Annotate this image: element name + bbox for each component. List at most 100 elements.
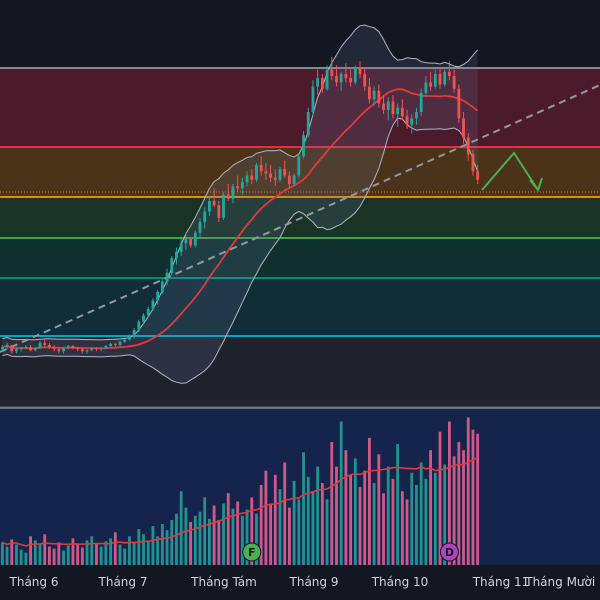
candle <box>382 95 385 115</box>
candle <box>368 78 371 104</box>
candle <box>476 164 480 184</box>
volume-bar <box>330 441 334 565</box>
candle-body <box>372 90 376 100</box>
candle-body <box>269 173 272 178</box>
candle <box>212 188 216 208</box>
candle <box>438 67 442 89</box>
volume-bar <box>443 464 447 565</box>
candle <box>71 344 75 350</box>
candle <box>99 347 103 352</box>
volume-bar <box>288 507 291 565</box>
candle-body <box>438 73 442 85</box>
fib-zone-4 <box>0 278 600 336</box>
candle-body <box>24 347 28 349</box>
candle <box>193 230 197 248</box>
volume-bar <box>184 507 188 565</box>
candle-body <box>212 200 216 206</box>
volume-bar <box>132 542 136 565</box>
volume-bar <box>250 497 254 565</box>
volume-bar <box>382 493 385 565</box>
candle-body <box>189 239 192 246</box>
candle-body <box>297 156 301 176</box>
volume-bar <box>57 542 61 565</box>
candle-body <box>66 346 70 349</box>
candle <box>57 347 61 354</box>
candle <box>316 69 320 96</box>
volume-bar <box>396 444 400 565</box>
candle <box>109 342 112 348</box>
candle <box>452 69 456 93</box>
volume-bar <box>146 540 150 565</box>
candle-body <box>76 348 80 350</box>
candle-body <box>33 348 37 351</box>
candle <box>259 156 263 176</box>
volume-bar <box>142 534 145 565</box>
event-marker-label: D <box>445 546 454 559</box>
volume-bar <box>10 539 14 565</box>
candle-body <box>19 348 23 350</box>
volume-bar <box>95 543 98 565</box>
volume-bar <box>137 529 141 565</box>
candle-body <box>245 175 249 182</box>
candle <box>245 171 249 187</box>
x-tick-label: Tháng 9 <box>289 575 339 589</box>
candle-body <box>0 347 4 350</box>
candle-body <box>95 348 98 350</box>
candle <box>90 347 94 352</box>
candle-body <box>476 171 480 180</box>
candle <box>156 289 160 305</box>
candle <box>208 196 211 216</box>
fib-retracement <box>0 67 600 409</box>
event-marker: F <box>242 542 262 562</box>
fib-zone-0 <box>0 68 600 147</box>
candle <box>5 342 9 350</box>
candle <box>292 173 296 187</box>
candle-body <box>396 107 400 115</box>
volume-bar <box>66 545 70 565</box>
candle <box>142 313 145 324</box>
candle <box>377 84 381 108</box>
volume-bar <box>80 547 84 565</box>
candle-body <box>48 344 51 348</box>
projection-path <box>481 151 539 191</box>
candle-body <box>433 73 437 87</box>
volume-bar <box>19 549 23 565</box>
candle <box>52 344 56 352</box>
candle <box>466 133 470 161</box>
candle <box>19 347 23 352</box>
volume-bar <box>198 511 202 565</box>
trendline <box>0 84 600 353</box>
candle-body <box>325 69 329 89</box>
volume-bar <box>170 519 174 565</box>
volume-bar <box>175 513 178 565</box>
candle <box>66 344 70 350</box>
candle <box>269 164 272 182</box>
candle <box>33 347 37 352</box>
candle <box>325 65 329 91</box>
candle-body <box>405 116 409 125</box>
candle-body <box>302 135 305 157</box>
volume-bar <box>245 509 249 565</box>
volume-bar <box>5 546 9 565</box>
candle <box>448 61 451 81</box>
volume-bar <box>335 466 338 565</box>
candle <box>38 340 42 350</box>
candle <box>62 347 65 354</box>
candle <box>353 65 357 85</box>
candle-body <box>123 339 127 342</box>
volume-bar <box>297 499 301 565</box>
candle-body <box>99 348 103 350</box>
candle-body <box>377 90 381 104</box>
volume-bar <box>438 431 442 565</box>
volume-bar <box>400 491 404 565</box>
candle <box>137 319 141 333</box>
candle-body <box>429 82 432 87</box>
candle <box>132 328 136 339</box>
volume-bar <box>320 482 324 565</box>
volume-bar <box>419 462 423 565</box>
x-tick-label: Tháng 6 <box>9 575 59 589</box>
candle-body <box>273 177 277 180</box>
volume-bar <box>62 550 65 565</box>
